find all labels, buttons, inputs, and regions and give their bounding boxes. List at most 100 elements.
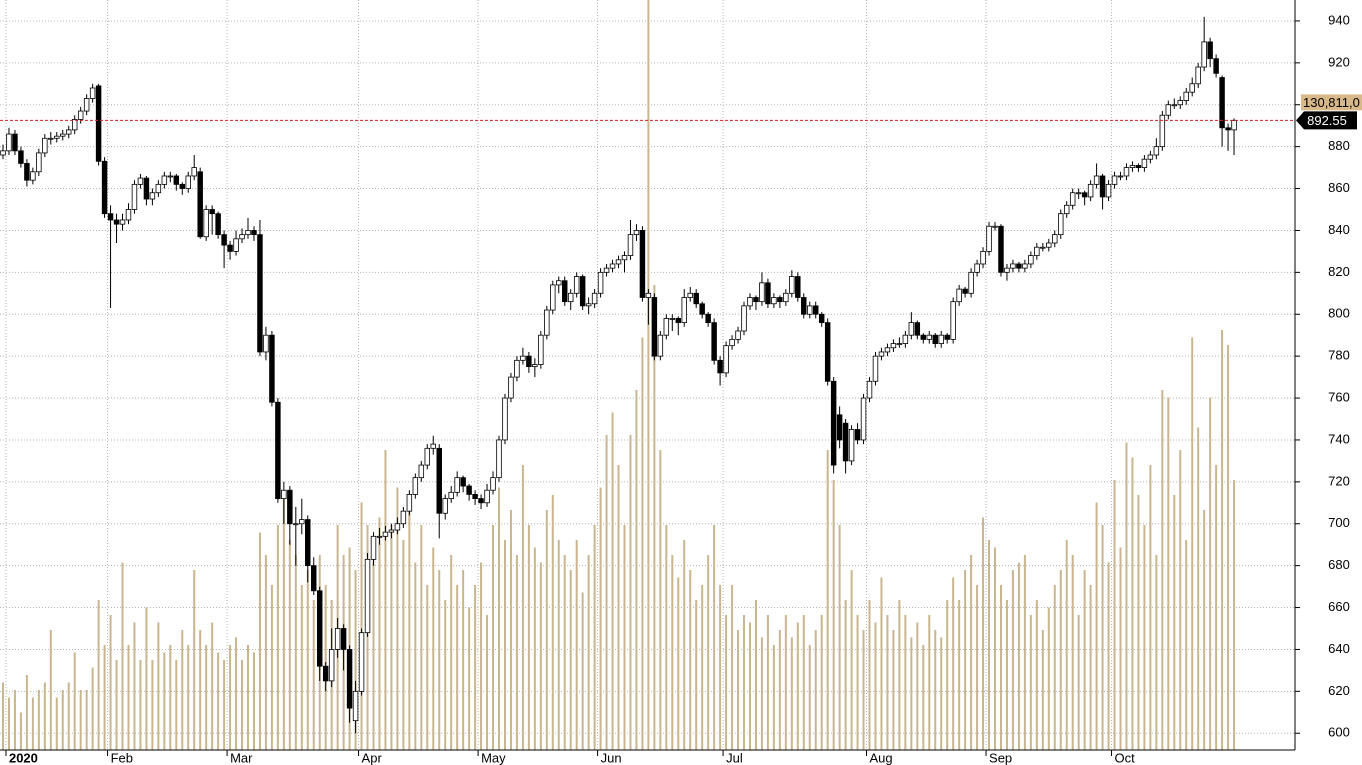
candle-body [1022, 263, 1028, 269]
volume-bar [360, 502, 363, 750]
candle-body [89, 87, 96, 99]
volume-bar [420, 525, 423, 750]
candle-body [54, 135, 60, 139]
volume-bar [181, 630, 184, 750]
y-tick-label: 740 [1328, 431, 1350, 446]
candle-body [412, 477, 419, 495]
volume-bar [1, 682, 4, 750]
candle-body [974, 263, 980, 273]
candle-body [1063, 204, 1070, 215]
candle-body [621, 255, 628, 261]
candle-body [842, 422, 849, 462]
volume-bar [1095, 502, 1098, 750]
volume-bar [1161, 390, 1164, 750]
volume-bar [492, 525, 495, 750]
candle-body [777, 297, 783, 303]
candle-body [24, 163, 30, 181]
candle-body [1028, 255, 1034, 265]
x-tick-label: Sep [989, 750, 1012, 765]
volume-bar [7, 697, 10, 750]
candle-body [1213, 58, 1219, 74]
candle-body [484, 489, 490, 504]
volume-bar [958, 600, 961, 750]
volume-bar [587, 555, 590, 750]
volume-bar [874, 622, 877, 750]
volume-bar [241, 660, 244, 750]
candle-body [514, 359, 520, 378]
volume-bar [719, 585, 722, 750]
candle-body [711, 322, 717, 361]
y-tick-label: 860 [1328, 180, 1350, 195]
candle-body [275, 401, 281, 500]
candle-body [1046, 242, 1052, 248]
volume-bar [306, 570, 309, 750]
y-tick-label: 940 [1328, 12, 1350, 27]
volume-bar [593, 525, 596, 750]
candle-body [950, 301, 956, 340]
volume-bar [115, 660, 118, 750]
volume-bar [551, 495, 554, 750]
candle-body [992, 225, 998, 228]
volume-bar [438, 570, 441, 750]
x-tick-label: Aug [870, 750, 893, 765]
candle-body [544, 309, 550, 336]
candle-body [1105, 183, 1112, 198]
candle-body [107, 213, 114, 221]
candle-body [257, 234, 263, 353]
volume-bar [67, 682, 70, 750]
volume-bar [760, 637, 763, 750]
volume-bar [217, 652, 220, 750]
candle-body [1129, 165, 1136, 168]
candle-body [263, 334, 269, 353]
candle-body [161, 175, 168, 185]
volume-bar [533, 547, 536, 750]
candle-body [119, 219, 126, 225]
candle-body [42, 137, 48, 154]
candle-body [71, 119, 78, 131]
volume-bar [952, 577, 955, 750]
candle-body [311, 565, 317, 592]
candle-body [370, 535, 377, 560]
candle-body [836, 414, 843, 441]
volume-bar [503, 540, 506, 750]
volume-bar [73, 652, 76, 750]
volume-bar [175, 660, 178, 750]
volume-bar [97, 600, 100, 750]
volume-bar [999, 585, 1002, 750]
candle-body [1093, 175, 1100, 185]
volume-bar [880, 577, 883, 750]
volume-bar [264, 555, 267, 750]
x-tick-label: Jul [726, 750, 743, 765]
candle-body [508, 376, 514, 399]
candle-body [657, 334, 664, 357]
volume-bar [402, 540, 405, 750]
volume-bar [766, 615, 769, 750]
candle-body [281, 489, 287, 500]
volume-bar [647, 0, 650, 750]
candle-body [191, 167, 197, 177]
candle-body [215, 213, 221, 236]
volume-bar [617, 465, 620, 750]
volume-bar [832, 480, 835, 750]
volume-bar [539, 562, 542, 750]
candle-body [209, 209, 215, 215]
candle-body [896, 343, 903, 345]
volume-bar [19, 712, 22, 750]
candle-body [466, 485, 472, 495]
candle-body [926, 334, 932, 340]
x-tick-label: 2020 [9, 750, 38, 765]
volume-bar [25, 675, 28, 750]
candle-body [1165, 104, 1172, 116]
volume-bar [599, 487, 602, 750]
volume-bar [605, 435, 608, 750]
volume-bar [1149, 465, 1152, 750]
volume-bar [707, 555, 710, 750]
candle-body [436, 447, 442, 514]
candle-body [962, 288, 968, 294]
candle-body [818, 313, 825, 324]
candle-body [95, 85, 102, 162]
candle-body [1052, 234, 1058, 244]
candle-body [980, 250, 986, 265]
candle-body [48, 137, 54, 140]
candle-body [334, 628, 341, 650]
